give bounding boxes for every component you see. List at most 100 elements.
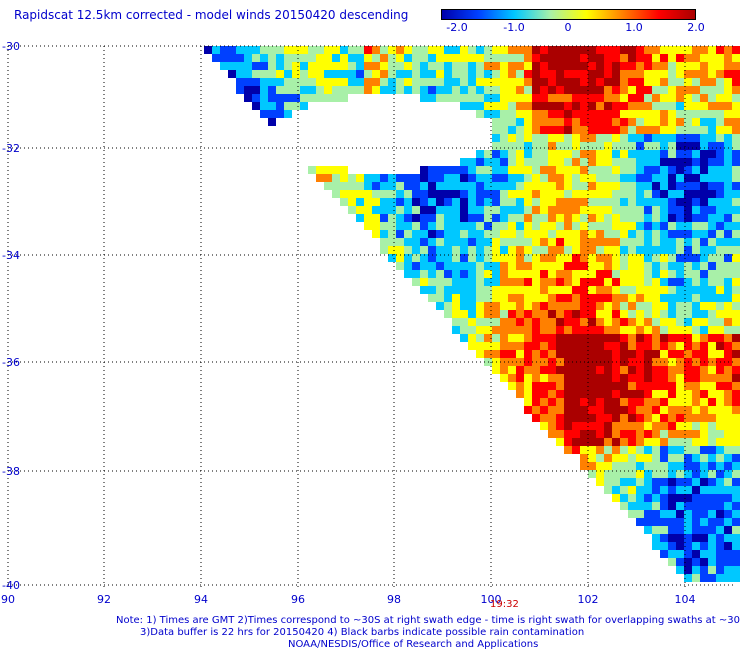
wind-cell: [404, 270, 412, 278]
wind-cell: [724, 318, 732, 326]
wind-cell: [604, 198, 612, 206]
wind-cell: [484, 206, 492, 214]
wind-cell: [636, 142, 644, 150]
wind-cell: [556, 366, 564, 374]
wind-cell: [676, 286, 684, 294]
wind-cell: [668, 342, 676, 350]
wind-cell: [636, 174, 644, 182]
wind-cell: [580, 46, 588, 54]
wind-cell: [340, 182, 348, 190]
wind-cell: [340, 78, 348, 86]
wind-cell: [540, 118, 548, 126]
wind-cell: [556, 206, 564, 214]
wind-cell: [700, 94, 708, 102]
wind-cell: [556, 150, 564, 158]
wind-cell: [428, 246, 436, 254]
wind-cell: [708, 550, 716, 558]
wind-cell: [588, 182, 596, 190]
wind-cell: [716, 518, 724, 526]
wind-cell: [468, 102, 476, 110]
wind-cell: [492, 342, 500, 350]
wind-cell: [612, 134, 620, 142]
wind-cell: [620, 86, 628, 94]
wind-cell: [460, 166, 468, 174]
wind-cell: [452, 190, 460, 198]
wind-cell: [380, 246, 388, 254]
wind-cell: [716, 422, 724, 430]
wind-cell: [284, 110, 292, 118]
wind-cell: [692, 462, 700, 470]
wind-cell: [732, 334, 740, 342]
wind-cell: [724, 470, 732, 478]
wind-cell: [692, 198, 700, 206]
wind-cell: [564, 54, 572, 62]
wind-cell: [548, 318, 556, 326]
wind-cell: [364, 198, 372, 206]
wind-cell: [668, 542, 676, 550]
wind-cell: [700, 118, 708, 126]
wind-cell: [724, 438, 732, 446]
wind-cell: [356, 206, 364, 214]
wind-cell: [708, 190, 716, 198]
wind-cell: [548, 182, 556, 190]
wind-cell: [724, 542, 732, 550]
wind-cell: [716, 46, 724, 54]
wind-cell: [524, 246, 532, 254]
wind-cell: [668, 558, 676, 566]
wind-cell: [588, 334, 596, 342]
wind-cell: [596, 470, 604, 478]
wind-cell: [540, 70, 548, 78]
wind-cell: [524, 238, 532, 246]
wind-cell: [516, 78, 524, 86]
wind-cell: [412, 46, 420, 54]
wind-cell: [428, 182, 436, 190]
wind-cell: [604, 294, 612, 302]
wind-cell: [660, 478, 668, 486]
wind-cell: [716, 294, 724, 302]
wind-cell: [604, 110, 612, 118]
wind-cell: [540, 286, 548, 294]
wind-cell: [540, 182, 548, 190]
wind-cell: [452, 54, 460, 62]
wind-cell: [516, 182, 524, 190]
wind-cell: [692, 438, 700, 446]
wind-cell: [628, 278, 636, 286]
wind-cell: [684, 550, 692, 558]
wind-cell: [580, 62, 588, 70]
wind-cell: [708, 46, 716, 54]
wind-cell: [732, 222, 740, 230]
wind-cell: [732, 526, 740, 534]
wind-cell: [500, 326, 508, 334]
wind-cell: [524, 62, 532, 70]
wind-cell: [716, 86, 724, 94]
wind-cell: [508, 286, 516, 294]
wind-cell: [588, 286, 596, 294]
wind-cell: [396, 54, 404, 62]
wind-cell: [388, 190, 396, 198]
wind-cell: [660, 206, 668, 214]
wind-cell: [556, 430, 564, 438]
wind-cell: [316, 94, 324, 102]
wind-cell: [516, 94, 524, 102]
wind-cell: [364, 70, 372, 78]
wind-cell: [396, 78, 404, 86]
wind-cell: [692, 70, 700, 78]
wind-cell: [700, 374, 708, 382]
wind-cell: [732, 150, 740, 158]
wind-cell: [556, 318, 564, 326]
wind-cell: [628, 350, 636, 358]
wind-cell: [484, 214, 492, 222]
wind-cell: [452, 94, 460, 102]
wind-cell: [508, 62, 516, 70]
wind-cell: [332, 54, 340, 62]
wind-cell: [612, 366, 620, 374]
wind-cell: [516, 230, 524, 238]
wind-cell: [716, 302, 724, 310]
wind-cell: [540, 422, 548, 430]
wind-cell: [420, 70, 428, 78]
wind-cell: [564, 406, 572, 414]
wind-cell: [540, 214, 548, 222]
wind-cell: [716, 526, 724, 534]
wind-cell: [668, 150, 676, 158]
wind-cell: [564, 102, 572, 110]
